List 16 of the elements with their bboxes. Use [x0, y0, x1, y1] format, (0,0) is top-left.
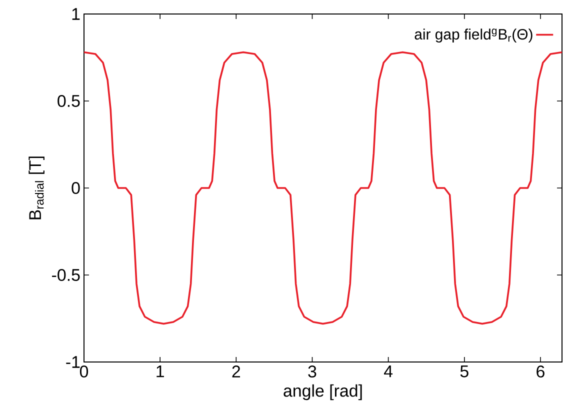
x-tick-label: 4 [384, 366, 393, 378]
y-tick-label: 0 [72, 182, 80, 194]
line-series [84, 51, 562, 325]
x-tick-label: 3 [308, 366, 316, 378]
y-tick-label: 0.5 [58, 95, 80, 107]
x-tick-label: 6 [536, 366, 544, 378]
x-tick-label: 2 [232, 366, 240, 378]
x-tick-label: 0 [80, 366, 88, 378]
y-tick-label: -0.5 [52, 269, 80, 281]
x-axis-title: angle [rad] [284, 384, 362, 400]
x-tick-label: 5 [460, 366, 468, 378]
legend-label: air gap field$^{g}$B$_{r}$(Θ) [414, 28, 532, 43]
y-tick-label: 1 [72, 8, 80, 20]
x-tick-label: 1 [156, 366, 164, 378]
y-axis-title: B$_{radial}$ [T] [28, 156, 44, 220]
y-tick-label: -1 [66, 356, 80, 368]
